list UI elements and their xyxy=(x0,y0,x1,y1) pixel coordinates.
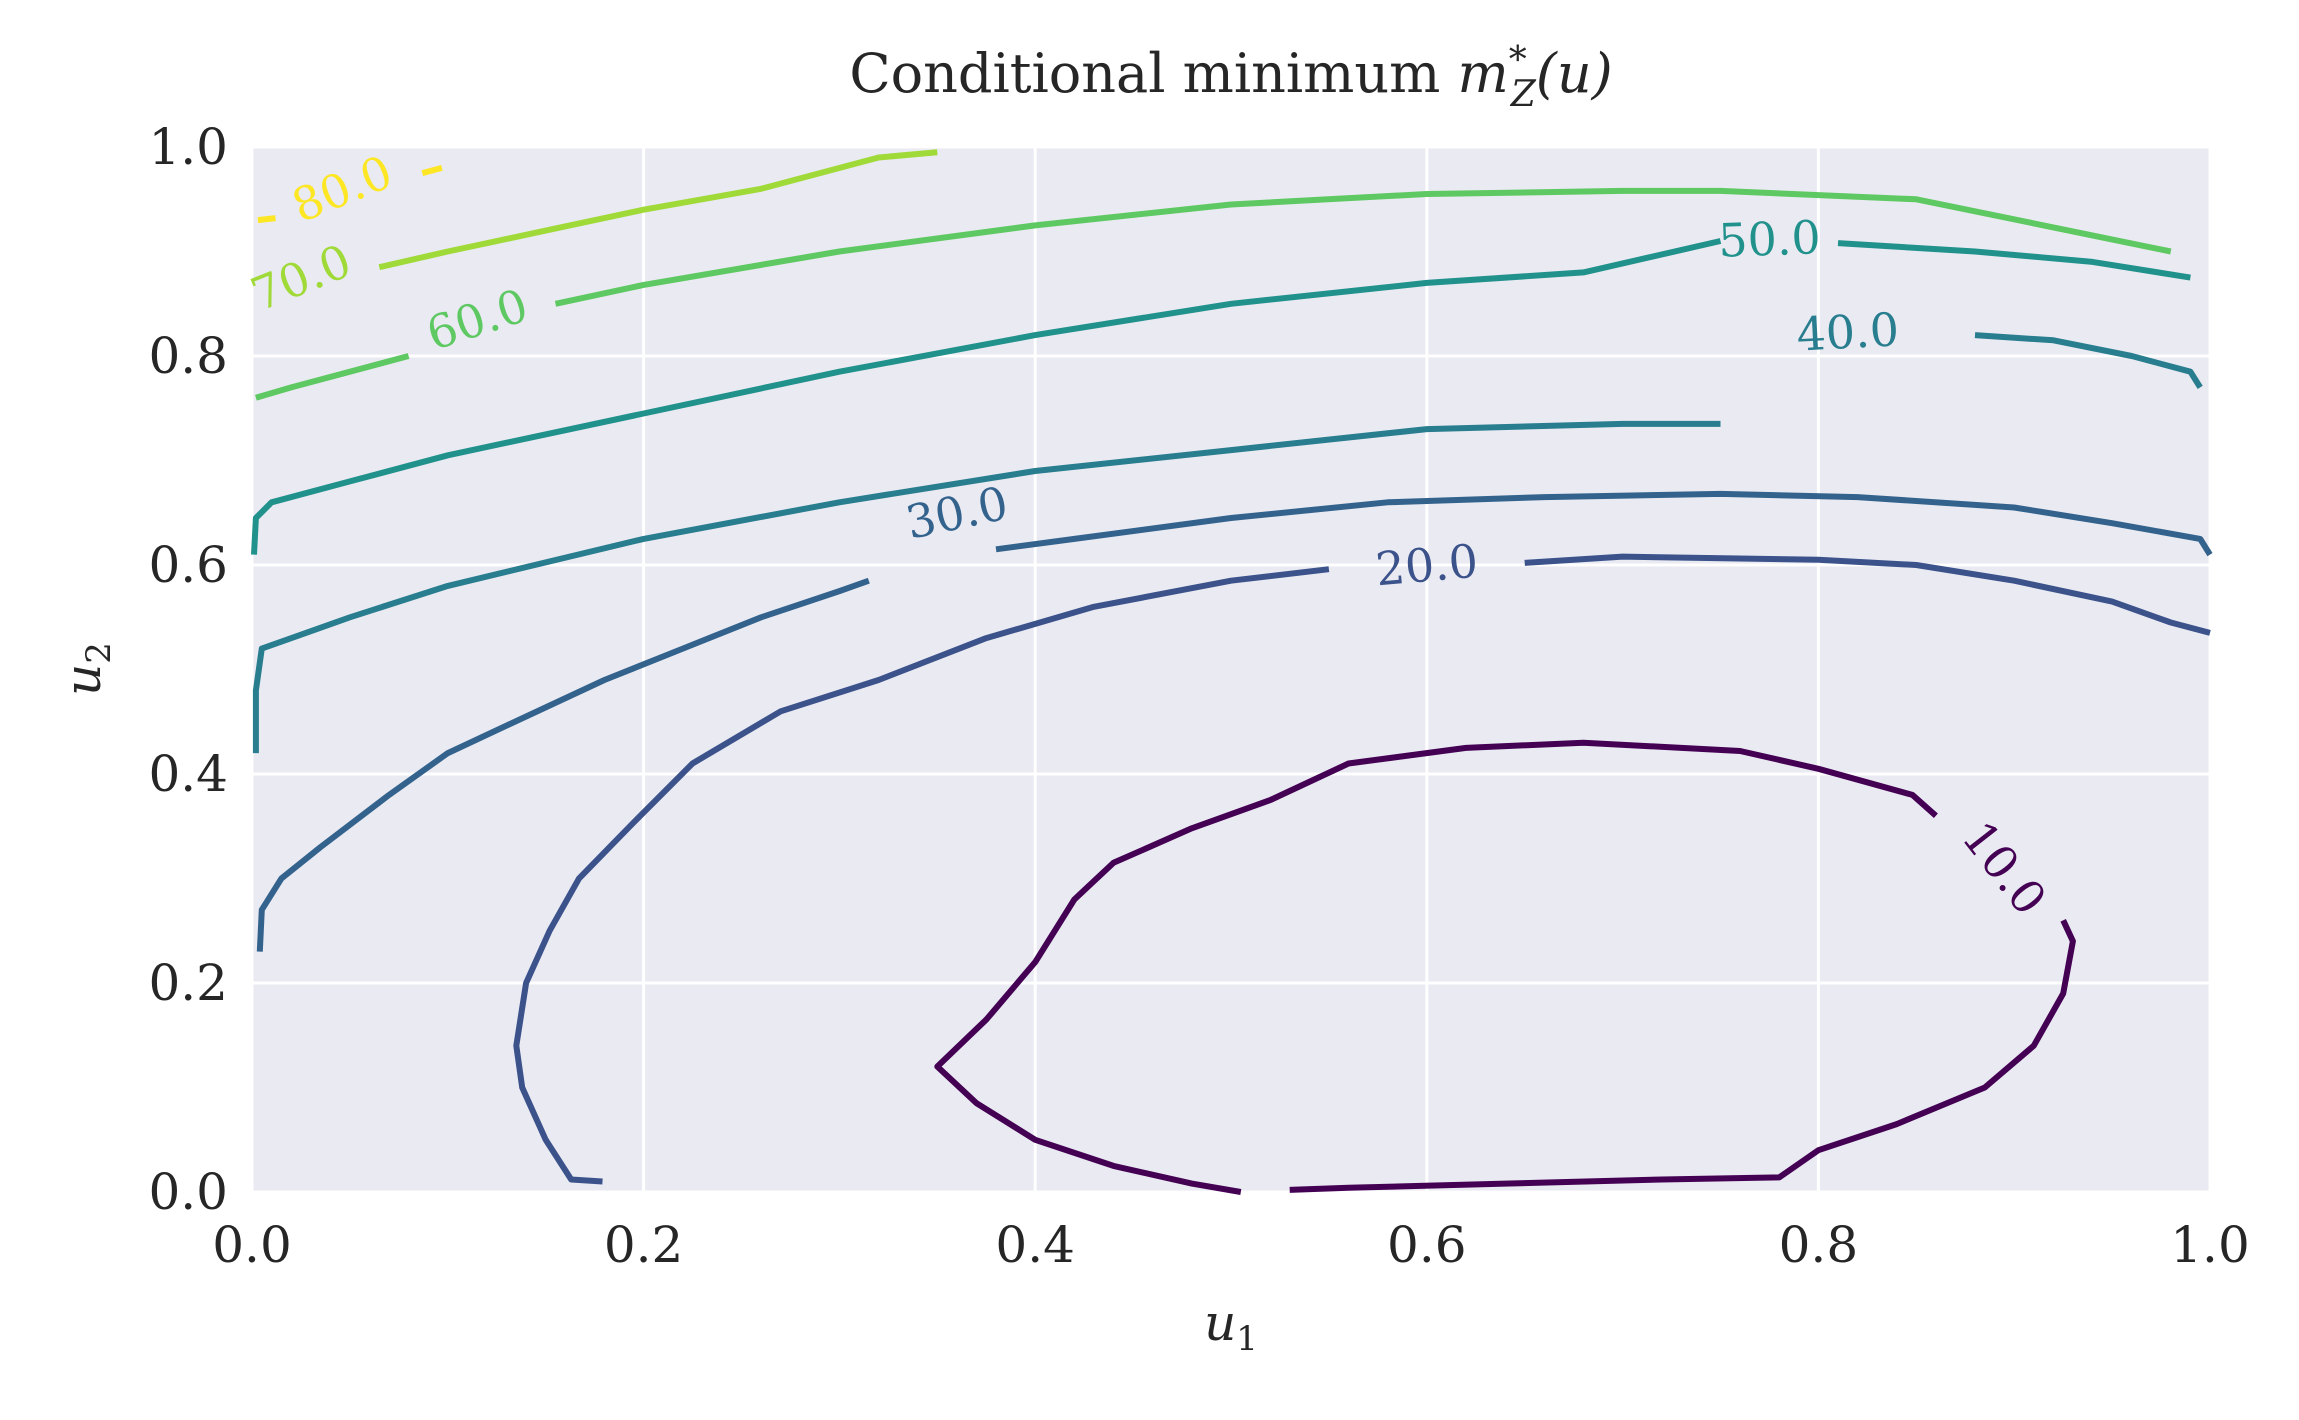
contour-line-60 xyxy=(554,187,2172,307)
y-tick-label: 1.0 xyxy=(148,118,228,176)
x-tick-labels: 0.0 0.2 0.4 0.6 0.8 1.0 xyxy=(212,1216,2250,1274)
x-axis-label-sub: 1 xyxy=(1236,1319,1258,1359)
contour-label-40: 40.0 xyxy=(1795,302,1900,361)
y-tick-label: 0.8 xyxy=(148,327,228,385)
x-axis-label-base: u xyxy=(1204,1294,1236,1352)
chart-title: Conditional minimum m* Z(u) xyxy=(849,40,1612,115)
contour-label-50: 50.0 xyxy=(1717,210,1821,268)
contour-lines xyxy=(251,149,2213,1195)
title-sub: Z xyxy=(1510,74,1537,115)
contour-line-40 xyxy=(1974,332,2203,389)
y-axis-label: u2 xyxy=(54,642,119,696)
contour-line-50 xyxy=(1837,240,2191,281)
x-axis-label: u1 xyxy=(1204,1294,1258,1359)
title-symbol: m xyxy=(1458,42,1509,105)
contour-line-60 xyxy=(255,353,410,401)
x-tick-label: 1.0 xyxy=(2170,1216,2250,1274)
contour-line-10 xyxy=(1289,919,2076,1193)
title-main: Conditional minimum xyxy=(849,42,1457,105)
y-axis-label-sub: 2 xyxy=(79,642,119,664)
contour-line-80 xyxy=(257,215,276,224)
y-axis-label-base: u xyxy=(54,664,112,696)
x-tick-label: 0.4 xyxy=(995,1216,1075,1274)
title-arg: (u) xyxy=(1536,42,1613,105)
x-tick-label: 0.8 xyxy=(1779,1216,1859,1274)
y-tick-label: 0.2 xyxy=(148,954,228,1012)
x-tick-label: 0.0 xyxy=(212,1216,292,1274)
contour-line-10 xyxy=(934,739,1938,1195)
contour-line-40 xyxy=(252,420,1721,754)
contour-line-50 xyxy=(251,238,1722,555)
contour-line-80 xyxy=(421,165,443,176)
y-tick-label: 0.0 xyxy=(148,1163,228,1221)
y-tick-label: 0.6 xyxy=(148,536,228,594)
title-sup: * xyxy=(1509,40,1527,81)
contour-line-20 xyxy=(1524,553,2211,636)
y-tick-label: 0.4 xyxy=(148,745,228,803)
x-tick-label: 0.6 xyxy=(1387,1216,1467,1274)
y-tick-labels: 0.0 0.2 0.4 0.6 0.8 1.0 xyxy=(148,118,228,1221)
contour-line-70 xyxy=(378,149,938,271)
contour-line-30 xyxy=(995,490,2213,557)
contour-line-20 xyxy=(513,566,1330,1185)
plot-background xyxy=(252,147,2210,1192)
contour-label-20: 20.0 xyxy=(1373,534,1480,597)
x-tick-label: 0.2 xyxy=(604,1216,684,1274)
contour-line-30 xyxy=(256,577,870,952)
